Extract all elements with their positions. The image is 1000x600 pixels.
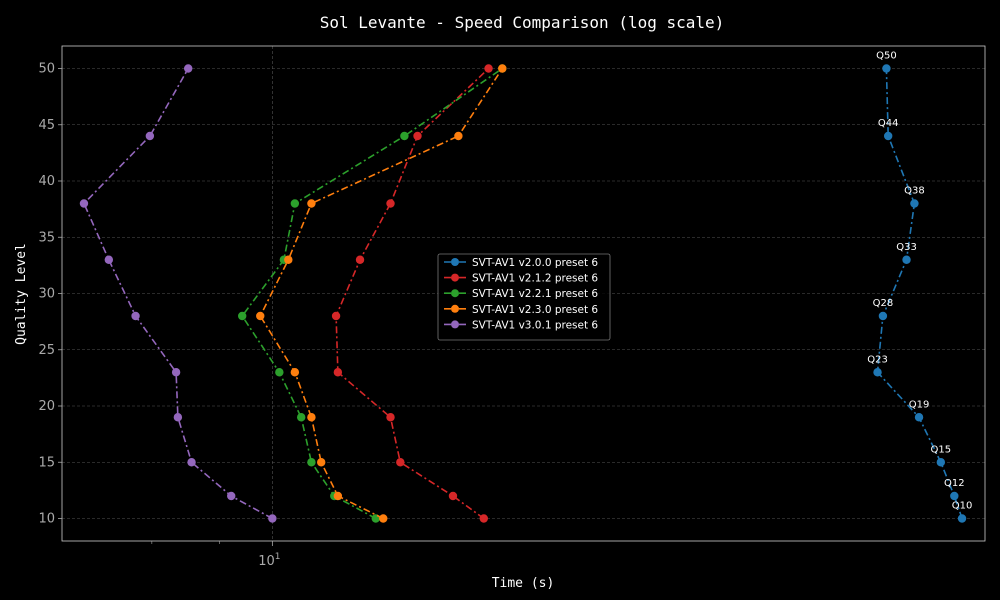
legend-item: SVT-AV1 v2.0.0 preset 6	[444, 257, 598, 269]
data-point	[187, 458, 196, 467]
data-point	[883, 131, 893, 141]
legend-marker	[451, 258, 459, 266]
axis-ticks: 10 15 20 25 30 35 40 45 50 101	[38, 62, 280, 570]
legend-label: SVT-AV1 v2.3.0 preset 6	[472, 304, 598, 316]
data-point	[454, 131, 463, 141]
data-point	[479, 514, 488, 523]
data-point	[145, 131, 155, 141]
data-point	[400, 131, 409, 141]
data-point	[413, 131, 422, 141]
data-point	[173, 413, 183, 422]
legend-item: SVT-AV1 v2.1.2 preset 6	[444, 273, 598, 285]
data-point	[333, 368, 343, 377]
data-point	[902, 255, 911, 264]
legend-item: SVT-AV1 v2.2.1 preset 6	[444, 288, 598, 300]
legend-label: SVT-AV1 v3.0.1 preset 6	[472, 319, 598, 331]
data-point	[317, 458, 326, 467]
y-tick-label: 35	[38, 230, 55, 245]
legend-box	[437, 253, 611, 341]
legend-marker	[451, 289, 459, 298]
y-tick-label: 50	[38, 62, 55, 77]
data-point	[256, 311, 265, 321]
data-point	[333, 491, 343, 501]
data-point	[484, 64, 493, 73]
y-tick-label: 45	[38, 118, 55, 133]
point-annotation: Q19	[909, 399, 930, 410]
data-point	[936, 458, 946, 467]
legend-label: SVT-AV1 v2.1.2 preset 6	[472, 273, 598, 285]
legend-marker	[451, 304, 459, 313]
series-4	[256, 64, 507, 523]
y-tick-label: 25	[38, 343, 55, 358]
point-annotation: Q50	[876, 51, 897, 62]
data-point	[873, 368, 882, 377]
y-tick-label: 15	[38, 455, 55, 470]
data-point	[268, 514, 277, 523]
series-line	[335, 67, 490, 520]
series-line	[876, 68, 963, 519]
legend-item: SVT-AV1 v3.0.1 preset 6	[444, 319, 598, 331]
data-point	[131, 311, 140, 321]
point-annotation: Q38	[904, 186, 925, 197]
series-line	[83, 68, 273, 520]
legend-marker	[451, 320, 459, 329]
data-point	[227, 491, 236, 501]
y-tick-label: 30	[38, 287, 55, 302]
data-point	[307, 413, 316, 422]
data-point	[290, 368, 300, 377]
data-point	[307, 458, 316, 467]
data-point	[386, 199, 395, 208]
data-point	[331, 311, 341, 321]
y-tick-label: 10	[38, 512, 55, 527]
data-point	[910, 199, 919, 208]
point-annotation: Q28	[873, 298, 894, 309]
point-annotation: Q12	[944, 478, 965, 489]
data-point	[296, 413, 306, 422]
series-1	[873, 64, 967, 523]
data-point	[878, 311, 888, 321]
legend-label: SVT-AV1 v2.0.0 preset 6	[472, 257, 598, 269]
series-2	[331, 64, 493, 523]
data-point	[290, 199, 300, 208]
point-annotation: Q15	[931, 444, 952, 455]
data-point	[448, 491, 458, 501]
data-point	[379, 514, 388, 523]
x-axis-label: Time (s)	[492, 576, 555, 591]
y-tick-label: 40	[38, 174, 55, 189]
data-point	[957, 514, 967, 523]
legend: SVT-AV1 v2.0.0 preset 6 SVT-AV1 v2.1.2 pr…	[437, 253, 611, 341]
data-point	[307, 199, 316, 208]
series-layer	[79, 64, 967, 523]
data-point	[882, 64, 891, 73]
data-point	[950, 491, 959, 501]
legend-item: SVT-AV1 v2.3.0 preset 6	[444, 304, 598, 316]
point-annotation: Q23	[867, 354, 888, 365]
annotations: Q10 Q12 Q15 Q19 Q23 Q28 Q33 Q38 Q44 Q50	[867, 51, 972, 512]
legend-label: SVT-AV1 v2.2.1 preset 6	[472, 288, 598, 300]
chart-title: Sol Levante - Speed Comparison (log scal…	[320, 13, 725, 32]
point-annotation: Q44	[878, 118, 899, 129]
legend-marker	[451, 273, 459, 282]
point-annotation: Q10	[952, 501, 973, 512]
data-point	[171, 368, 181, 377]
data-point	[79, 199, 89, 208]
data-point	[396, 458, 405, 467]
data-point	[104, 255, 114, 264]
series-5	[79, 64, 277, 523]
series-line	[259, 68, 503, 520]
data-point	[386, 413, 395, 422]
data-point	[914, 413, 924, 422]
y-tick-label: 20	[38, 399, 55, 414]
data-point	[284, 255, 293, 264]
x-tick-label: 101	[258, 552, 280, 569]
data-point	[355, 255, 365, 264]
data-point	[498, 64, 507, 73]
data-point	[238, 311, 247, 321]
y-axis-label: Quality Level	[14, 243, 29, 345]
data-point	[184, 64, 193, 73]
data-point	[275, 368, 284, 377]
point-annotation: Q33	[896, 242, 917, 253]
